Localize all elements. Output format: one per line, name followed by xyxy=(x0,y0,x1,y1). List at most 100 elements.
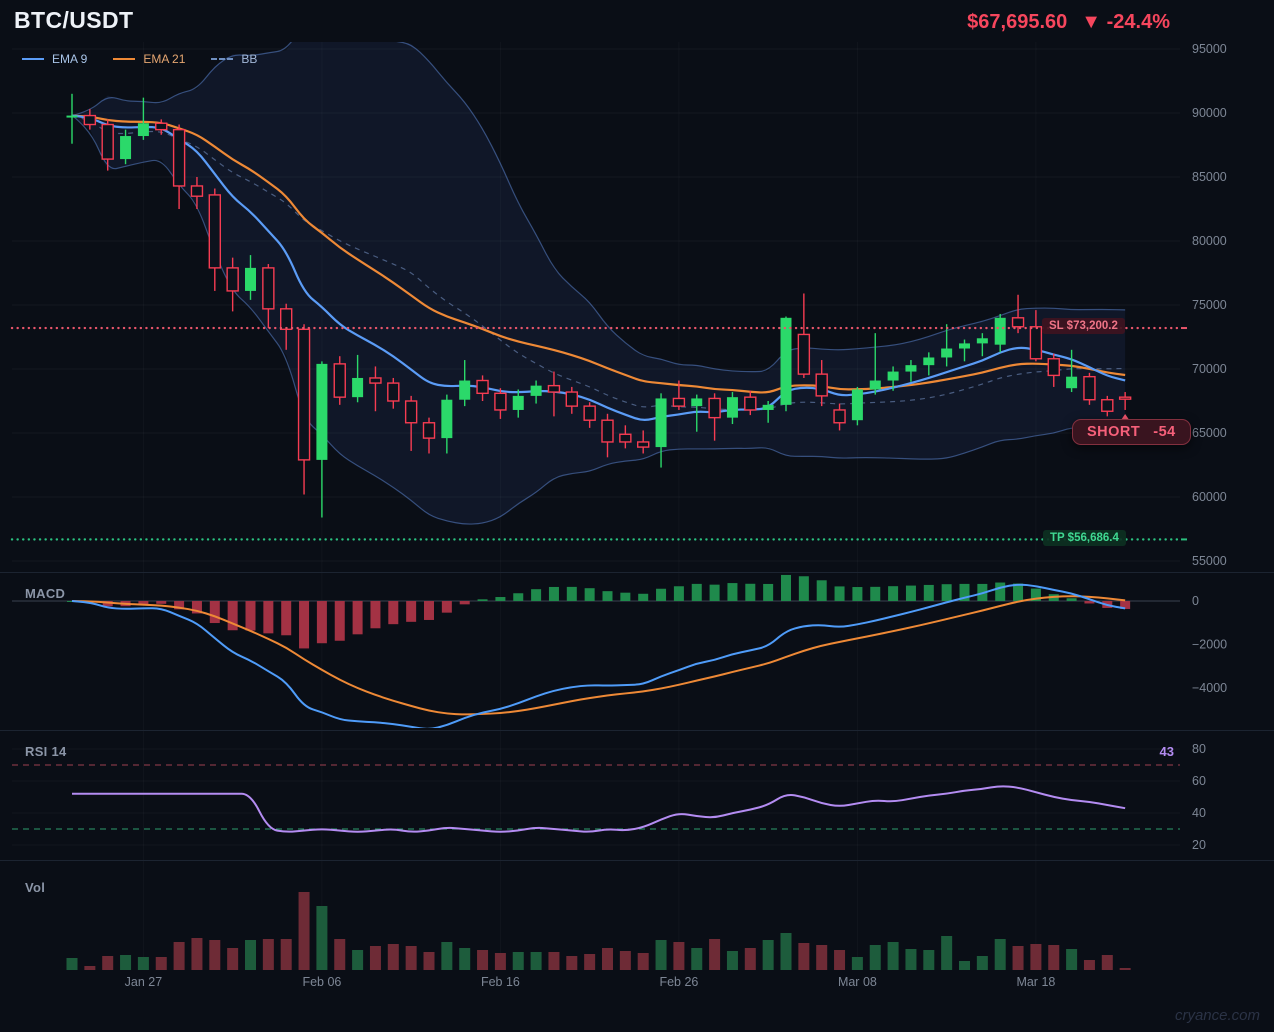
volume-bar xyxy=(530,952,542,970)
candle-body xyxy=(941,348,953,358)
legend-bb-label: BB xyxy=(241,52,258,66)
macd-histogram-bar xyxy=(424,601,434,620)
bb-middle xyxy=(71,114,1126,411)
candle-body xyxy=(422,422,436,439)
candle-body xyxy=(1101,399,1114,412)
date-axis-label: Mar 08 xyxy=(838,975,877,989)
volume-bar xyxy=(120,955,132,970)
date-axis-label: Feb 26 xyxy=(659,975,698,989)
volume-bar xyxy=(387,944,399,970)
gridlines xyxy=(0,48,1274,861)
volume-bar xyxy=(352,950,364,970)
volume-bar xyxy=(851,957,863,970)
rsi-panel-label: RSI 14 xyxy=(25,744,67,759)
price-axis-label: 60000 xyxy=(1192,490,1227,504)
macd-histogram-bar xyxy=(781,574,791,601)
macd-histogram-bar xyxy=(727,583,738,601)
macd-histogram-bar xyxy=(870,586,881,601)
candle-body xyxy=(512,395,524,410)
macd-histogram-bar xyxy=(941,584,952,601)
volume-bar xyxy=(709,939,721,970)
legend-ema9[interactable]: EMA 9 xyxy=(22,52,87,66)
volume-bar xyxy=(137,957,149,970)
candle-body xyxy=(994,317,1006,345)
volume-panel xyxy=(66,892,1131,970)
candle-body xyxy=(83,114,97,126)
candle-body xyxy=(583,405,596,421)
candle-body xyxy=(959,343,970,349)
take-profit-label[interactable]: TP $56,686.4 xyxy=(1043,530,1126,546)
macd-histogram-bar xyxy=(763,583,774,601)
ema21-line xyxy=(71,114,1126,394)
volume-bar xyxy=(477,950,489,970)
bb-upper xyxy=(71,42,1126,373)
macd-histogram-bar xyxy=(1120,601,1131,609)
volume-bar xyxy=(869,945,881,970)
volume-bar xyxy=(227,948,239,970)
rsi-panel xyxy=(12,748,1180,846)
watermark: cryance.com xyxy=(1174,1007,1260,1024)
date-axis-label: Feb 06 xyxy=(302,975,341,989)
candle-body xyxy=(369,377,382,384)
volume-bar xyxy=(1012,946,1024,970)
candle-body xyxy=(869,380,881,390)
candle-body xyxy=(316,363,328,460)
volume-bar xyxy=(762,940,774,970)
candle-body xyxy=(459,380,471,400)
candle-body xyxy=(387,382,400,402)
legend-bb[interactable]: BB xyxy=(211,52,257,66)
candle-body xyxy=(601,419,614,443)
candle-body xyxy=(565,391,578,407)
candle-body xyxy=(619,433,632,443)
candles xyxy=(66,93,1132,518)
rsi-current-value: 43 xyxy=(1159,744,1174,759)
candle-body xyxy=(404,400,418,424)
candle-body xyxy=(101,123,114,160)
macd-histogram-bar xyxy=(548,586,559,601)
macd-histogram-bar xyxy=(905,585,916,601)
volume-bar xyxy=(155,957,167,970)
macd-signal-line xyxy=(71,595,1126,716)
candle-body xyxy=(333,363,346,398)
volume-bar xyxy=(102,956,114,970)
macd-histogram-bar xyxy=(602,591,613,601)
macd-histogram-bar xyxy=(798,576,809,601)
bb-lower xyxy=(71,115,1126,525)
macd-panel-label: MACD xyxy=(25,586,66,601)
macd-histogram-bar xyxy=(816,580,827,601)
macd-histogram-bar xyxy=(334,601,345,641)
rsi-axis-label: 80 xyxy=(1192,742,1206,756)
legend-ema21[interactable]: EMA 21 xyxy=(113,52,185,66)
macd-histogram-bar xyxy=(1084,601,1095,604)
stop-loss-label[interactable]: SL $73,200.2 xyxy=(1042,318,1125,334)
volume-bar xyxy=(798,943,810,970)
macd-histogram-bar xyxy=(495,597,506,601)
candle-body xyxy=(1029,326,1043,360)
macd-histogram-bar xyxy=(995,582,1006,601)
candle-body xyxy=(797,333,811,375)
symbol-title: BTC/USDT xyxy=(14,7,134,33)
date-axis-label: Mar 18 xyxy=(1016,975,1055,989)
volume-bar xyxy=(923,950,935,970)
macd-histogram-bar xyxy=(852,587,863,601)
macd-axis-label: −2000 xyxy=(1192,638,1227,652)
macd-histogram-bar xyxy=(691,583,702,601)
rsi-axis-label: 60 xyxy=(1192,774,1206,788)
macd-histogram-bar xyxy=(209,601,220,624)
axes: 95000 90000 85000 80000 75000 70000 65000 60000… xyxy=(125,42,1228,989)
macd-histogram-bar xyxy=(263,601,274,634)
volume-bar xyxy=(84,966,96,970)
macd-histogram-bar xyxy=(299,601,310,649)
volume-bar xyxy=(316,906,328,970)
candle-body xyxy=(762,404,774,410)
chart-legend: EMA 9 EMA 21 BB xyxy=(22,52,257,66)
volume-bar xyxy=(619,951,631,970)
date-axis-label: Jan 27 xyxy=(125,975,163,989)
volume-bar xyxy=(494,953,506,970)
position-badge[interactable]: SHORT -54 xyxy=(1072,419,1191,445)
candle-body xyxy=(744,396,757,411)
candle-body xyxy=(726,397,738,418)
candle-body xyxy=(1011,317,1025,328)
candle-body xyxy=(494,392,507,411)
